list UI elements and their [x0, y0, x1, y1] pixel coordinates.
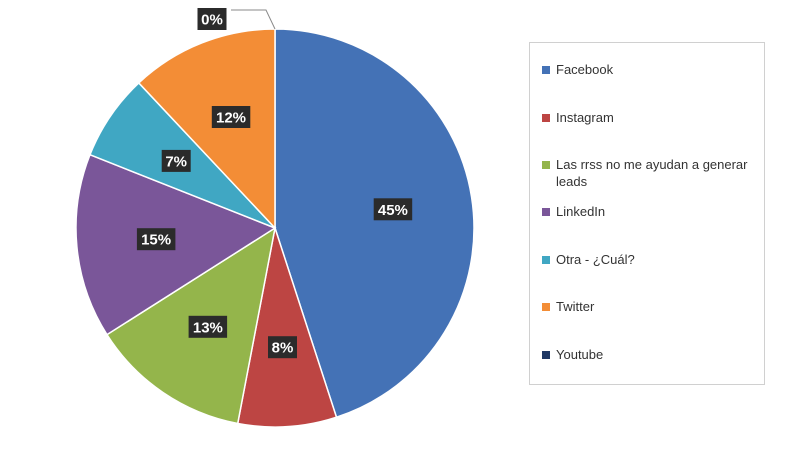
- pie-slice-linkedin: [75, 153, 277, 336]
- data-label-text: 0%: [201, 12, 223, 29]
- pie-data-labels: 45% 8% 13% 15% 7% 12% 0%: [136, 8, 413, 359]
- data-label-las-rrss-no-me-ayudan-a-generar-leads: 13%: [188, 315, 228, 338]
- pie-slice-facebook: [274, 28, 475, 419]
- legend-label: Twitter: [556, 299, 595, 314]
- data-label-otra-cu-l: 7%: [161, 149, 191, 172]
- data-label-box: [197, 8, 227, 30]
- label-leader-line: [231, 9, 276, 30]
- data-label-text: 8%: [272, 340, 294, 357]
- legend-item-instagram: Instagram: [542, 109, 760, 126]
- data-label-box: [161, 149, 191, 172]
- pie-slice-instagram: [236, 227, 338, 428]
- legend-label: Otra - ¿Cuál?: [556, 252, 635, 267]
- legend-item-linkedin: LinkedIn: [542, 203, 760, 220]
- legend-swatch: [542, 303, 550, 311]
- data-label-linkedin: 15%: [136, 228, 176, 251]
- legend-label: Youtube: [556, 347, 604, 362]
- data-label-text: 7%: [165, 153, 187, 170]
- legend-label: Las rrss no me ayudan a generar leads: [556, 157, 748, 189]
- data-label-youtube: 0%: [197, 8, 227, 30]
- legend-label: LinkedIn: [556, 204, 606, 219]
- data-label-instagram: 8%: [268, 336, 297, 359]
- legend-item-otra-cu-l: Otra - ¿Cuál?: [542, 251, 760, 268]
- legend-swatch: [542, 114, 550, 122]
- legend-label: Facebook: [556, 62, 614, 77]
- legend-item-youtube: Youtube: [542, 346, 760, 363]
- data-label-box: [268, 336, 297, 359]
- legend-swatch: [542, 66, 550, 74]
- data-label-box: [188, 315, 228, 338]
- data-label-text: 13%: [193, 319, 223, 336]
- data-label-text: 15%: [141, 232, 171, 249]
- data-label-twitter: 12%: [211, 106, 251, 128]
- data-label-text: 12%: [216, 110, 246, 127]
- data-label-box: [136, 228, 176, 251]
- legend-swatch: [542, 161, 550, 169]
- legend-item-twitter: Twitter: [542, 298, 760, 315]
- legend-swatch: [542, 256, 550, 264]
- pie-slices: [75, 28, 475, 428]
- legend-item-las-rrss-no-me-ayudan-a-generar-leads: Las rrss no me ayudan a generar leads: [542, 156, 760, 190]
- pie-slice-twitter: [137, 28, 276, 230]
- legend: Facebook Instagram Las rrss no me ayudan a…: [529, 42, 765, 385]
- data-label-box: [211, 106, 251, 128]
- data-label-text: 45%: [378, 202, 408, 219]
- legend-swatch: [542, 351, 550, 359]
- data-label-facebook: 45%: [373, 198, 413, 221]
- legend-label: Instagram: [556, 110, 614, 125]
- data-label-box: [373, 198, 413, 221]
- legend-swatch: [542, 208, 550, 216]
- legend-item-facebook: Facebook: [542, 61, 760, 78]
